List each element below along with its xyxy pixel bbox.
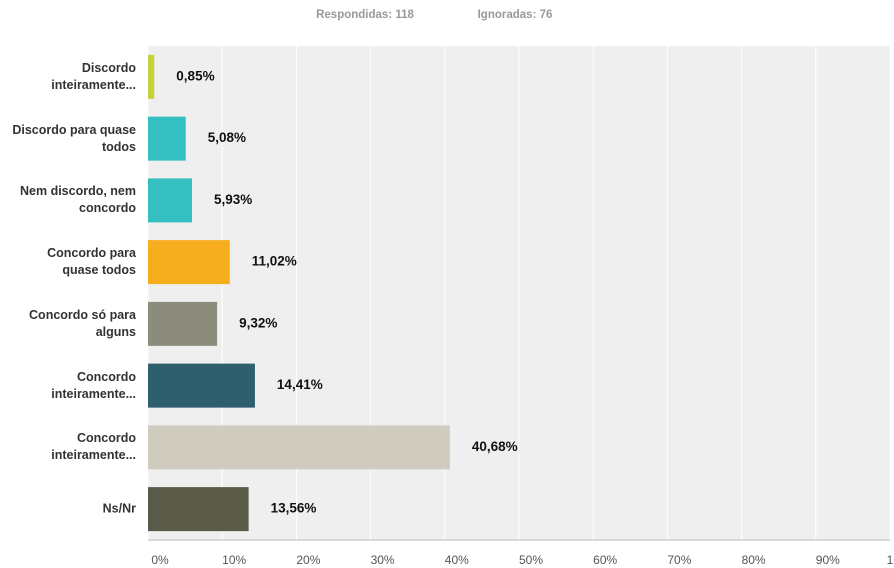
category-label: Ns/Nr (102, 501, 136, 516)
category-label: Discordo inteiramente... (51, 60, 136, 92)
subtitle: Respondidas: 118 (316, 9, 414, 21)
value-label: 11,02% (252, 254, 297, 269)
x-tick-label: 90% (816, 553, 840, 567)
bar (148, 54, 155, 99)
value-label: 40,68% (472, 439, 518, 454)
category-label: Concordo inteiramente... (51, 431, 136, 463)
x-tick-label: 30% (371, 553, 395, 567)
value-label: 5,93% (214, 192, 252, 207)
x-tick-label: 60% (593, 553, 617, 567)
x-tick-label: 100% (887, 553, 894, 567)
value-label: 5,08% (208, 130, 246, 145)
x-tick-label: 50% (519, 553, 543, 567)
value-label: 9,32% (239, 315, 277, 330)
bar (148, 487, 249, 532)
category-label: Concordo inteiramente... (51, 369, 136, 401)
category-label: Discordo para quase todos (12, 122, 136, 154)
category-label: Concordo para quase todos (47, 246, 136, 278)
bar (148, 240, 230, 285)
subtitle: Ignoradas: 76 (478, 9, 553, 21)
value-label: 0,85% (176, 68, 214, 83)
bar (148, 116, 186, 161)
x-tick-label: 40% (445, 553, 469, 567)
x-tick-label: 70% (667, 553, 691, 567)
x-tick-label: 10% (222, 553, 246, 567)
x-tick-label: 0% (151, 553, 169, 567)
category-label: Nem discordo, nem concordo (20, 184, 136, 216)
value-label: 14,41% (277, 377, 323, 392)
bar (148, 363, 255, 408)
category-label: Concordo só para alguns (29, 307, 136, 339)
bar (148, 178, 193, 223)
x-tick-label: 20% (296, 553, 320, 567)
x-tick-label: 80% (742, 553, 766, 567)
bar (148, 425, 450, 470)
value-label: 13,56% (271, 501, 317, 516)
bar (148, 301, 218, 346)
